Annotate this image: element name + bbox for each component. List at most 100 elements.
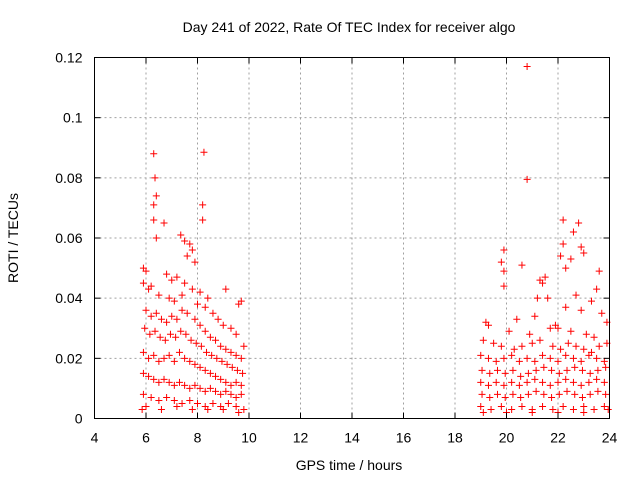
data-point — [523, 378, 531, 386]
data-point — [562, 264, 570, 272]
chart-title: Day 241 of 2022, Rate Of TEC Index for r… — [183, 19, 516, 35]
data-point — [222, 345, 230, 353]
data-point — [602, 363, 610, 371]
data-point — [531, 375, 539, 383]
data-point — [571, 390, 579, 398]
data-point — [217, 375, 225, 383]
data-point — [212, 387, 220, 395]
data-point — [237, 354, 245, 362]
data-point — [492, 378, 500, 386]
data-point — [181, 381, 189, 389]
data-point — [500, 354, 508, 362]
data-point — [505, 327, 513, 335]
data-point — [201, 366, 209, 374]
data-point — [170, 396, 178, 404]
data-point — [232, 402, 240, 410]
data-point — [191, 360, 199, 368]
data-point — [218, 357, 226, 365]
data-point — [232, 378, 240, 386]
y-tick-label: 0.12 — [55, 50, 82, 66]
data-point — [146, 330, 154, 338]
data-point — [590, 405, 598, 413]
data-point — [595, 342, 603, 350]
data-point — [150, 201, 158, 209]
data-point — [212, 372, 220, 380]
data-point — [240, 342, 248, 350]
data-point — [533, 294, 541, 302]
data-point — [233, 366, 241, 374]
x-tick-label: 4 — [91, 430, 99, 446]
data-point — [142, 402, 150, 410]
data-point — [145, 354, 153, 362]
data-point — [203, 348, 211, 356]
data-point — [557, 252, 565, 260]
data-point — [139, 369, 147, 377]
data-point — [604, 405, 612, 413]
x-tick-label: 12 — [293, 430, 309, 446]
data-point — [479, 408, 487, 416]
data-point — [142, 267, 150, 275]
data-point — [546, 324, 554, 332]
data-point — [219, 405, 227, 413]
data-point — [477, 378, 485, 386]
data-point — [239, 369, 247, 377]
data-point — [227, 348, 235, 356]
data-point — [479, 336, 487, 344]
x-tick-label: 18 — [447, 430, 463, 446]
data-point — [539, 279, 547, 287]
data-point — [186, 396, 194, 404]
data-point — [518, 402, 526, 410]
data-point — [548, 393, 556, 401]
data-point — [170, 381, 178, 389]
data-point — [150, 351, 158, 359]
data-point — [600, 357, 608, 365]
x-tick-label: 22 — [550, 430, 566, 446]
data-point — [214, 315, 222, 323]
data-point — [541, 273, 549, 281]
data-point — [212, 336, 220, 344]
data-point — [240, 405, 248, 413]
data-point — [580, 249, 588, 257]
data-point — [497, 342, 505, 350]
data-point — [156, 333, 164, 341]
data-point — [539, 402, 547, 410]
data-point — [493, 366, 501, 374]
data-point — [593, 354, 601, 362]
data-point — [194, 300, 201, 308]
data-point — [500, 282, 508, 290]
data-point — [160, 375, 168, 383]
data-point — [578, 366, 586, 374]
data-point — [138, 405, 146, 413]
data-point — [509, 390, 517, 398]
data-point — [554, 378, 562, 386]
x-tick-label: 8 — [194, 430, 202, 446]
data-point — [188, 405, 196, 413]
data-point — [539, 378, 547, 386]
data-point — [571, 363, 579, 371]
data-point — [147, 393, 155, 401]
data-point — [593, 375, 601, 383]
data-point — [183, 252, 191, 260]
data-point — [160, 219, 168, 227]
data-point — [585, 351, 593, 359]
data-point — [172, 333, 180, 341]
data-point — [157, 315, 165, 323]
data-point — [594, 387, 602, 395]
data-point — [177, 327, 185, 335]
y-tick-label: 0.04 — [55, 290, 82, 306]
data-point — [517, 372, 525, 380]
data-point — [157, 405, 165, 413]
data-point — [578, 393, 586, 401]
data-point — [569, 228, 577, 236]
data-point — [486, 393, 494, 401]
data-point — [163, 270, 171, 278]
data-point — [181, 237, 189, 245]
data-point — [580, 402, 588, 410]
data-point — [228, 363, 236, 371]
data-point — [177, 231, 185, 239]
data-point — [175, 378, 183, 386]
data-point — [186, 384, 194, 392]
data-point — [477, 402, 485, 410]
data-point — [563, 387, 571, 395]
